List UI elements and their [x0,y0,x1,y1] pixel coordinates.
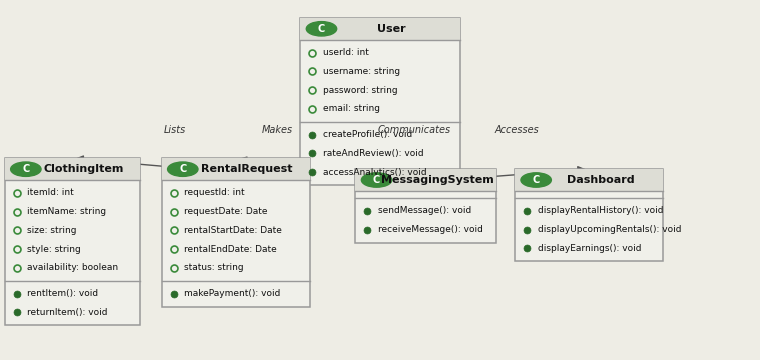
Text: Dashboard: Dashboard [567,175,634,185]
Circle shape [306,22,337,36]
Text: accessAnalytics(): void: accessAnalytics(): void [323,168,426,177]
Bar [5,158,140,325]
Text: availability: boolean: availability: boolean [27,264,119,272]
Text: status: string: status: string [184,264,244,272]
Text: email: string: email: string [323,104,380,113]
Text: size: string: size: string [27,226,77,235]
Text: C: C [533,175,540,185]
Bar [515,169,663,191]
Text: requestId: int: requestId: int [184,189,245,197]
Text: makePayment(): void: makePayment(): void [184,289,280,298]
Circle shape [362,173,392,187]
Text: rateAndReview(): void: rateAndReview(): void [323,149,423,158]
Text: C: C [22,164,30,174]
Bar [515,169,663,261]
Text: Makes: Makes [262,125,293,135]
Circle shape [11,162,41,176]
Text: C: C [373,175,380,185]
Text: RentalRequest: RentalRequest [201,164,293,174]
Bar [161,158,310,180]
Text: username: string: username: string [323,67,400,76]
Circle shape [521,173,552,187]
Bar [161,158,310,307]
Bar [356,169,496,243]
Text: sendMessage(): void: sendMessage(): void [378,207,471,215]
Circle shape [167,162,198,176]
Text: Lists: Lists [163,125,186,135]
Text: receiveMessage(): void: receiveMessage(): void [378,225,483,234]
Text: requestDate: Date: requestDate: Date [184,207,268,216]
Text: Accesses: Accesses [495,125,539,135]
Bar [356,169,496,191]
Text: C: C [318,24,325,34]
Text: displayUpcomingRentals(): void: displayUpcomingRentals(): void [538,225,681,234]
Text: User: User [377,24,406,34]
Text: style: string: style: string [27,245,81,253]
Text: Communicates: Communicates [378,125,451,135]
Text: createProfile(): void: createProfile(): void [323,130,412,139]
Bar [300,18,460,40]
Text: itemName: string: itemName: string [27,207,106,216]
Text: password: string: password: string [323,86,397,95]
Text: rentalEndDate: Date: rentalEndDate: Date [184,245,277,253]
Text: userId: int: userId: int [323,48,369,57]
Text: C: C [179,164,186,174]
Text: ClothingItem: ClothingItem [43,164,124,174]
Text: rentItem(): void: rentItem(): void [27,289,99,298]
Text: returnItem(): void: returnItem(): void [27,308,108,317]
Text: MessagingSystem: MessagingSystem [381,175,493,185]
Text: displayRentalHistory(): void: displayRentalHistory(): void [538,207,663,215]
Text: displayEarnings(): void: displayEarnings(): void [538,244,641,253]
Bar [5,158,140,180]
Text: rentalStartDate: Date: rentalStartDate: Date [184,226,282,235]
Text: itemId: int: itemId: int [27,189,74,197]
Bar [300,18,460,185]
